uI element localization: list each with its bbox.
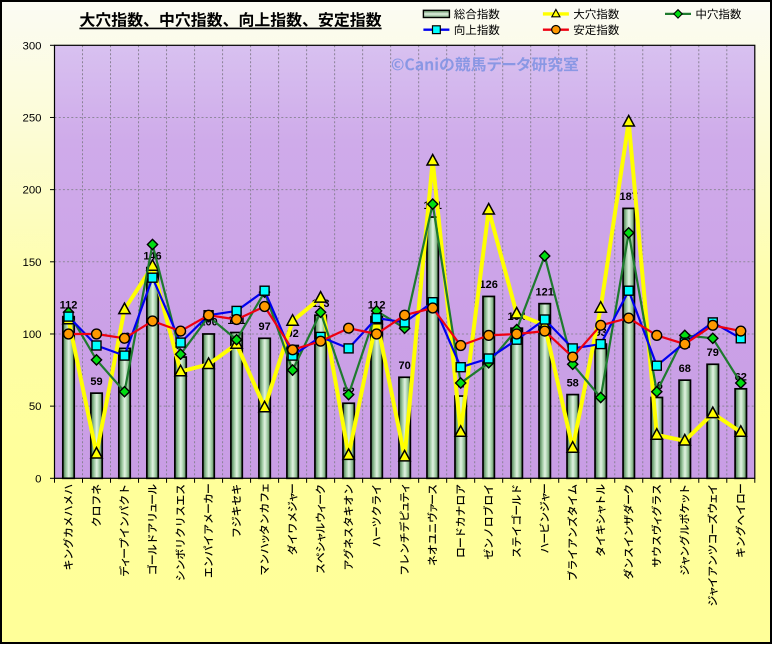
svg-text:100: 100 [22, 329, 41, 341]
svg-text:250: 250 [22, 113, 41, 125]
svg-text:200: 200 [22, 185, 41, 197]
svg-text:58: 58 [567, 377, 579, 389]
svg-text:0: 0 [35, 473, 41, 485]
svg-text:68: 68 [679, 363, 691, 375]
svg-text:50: 50 [29, 401, 42, 413]
svg-text:97: 97 [258, 321, 270, 333]
svg-text:79: 79 [707, 347, 719, 359]
svg-text:112: 112 [60, 299, 78, 311]
svg-text:150: 150 [22, 257, 41, 269]
svg-text:121: 121 [536, 286, 554, 298]
svg-text:126: 126 [480, 279, 498, 291]
svg-text:70: 70 [398, 360, 410, 372]
svg-text:59: 59 [90, 376, 102, 388]
svg-text:300: 300 [22, 40, 41, 52]
